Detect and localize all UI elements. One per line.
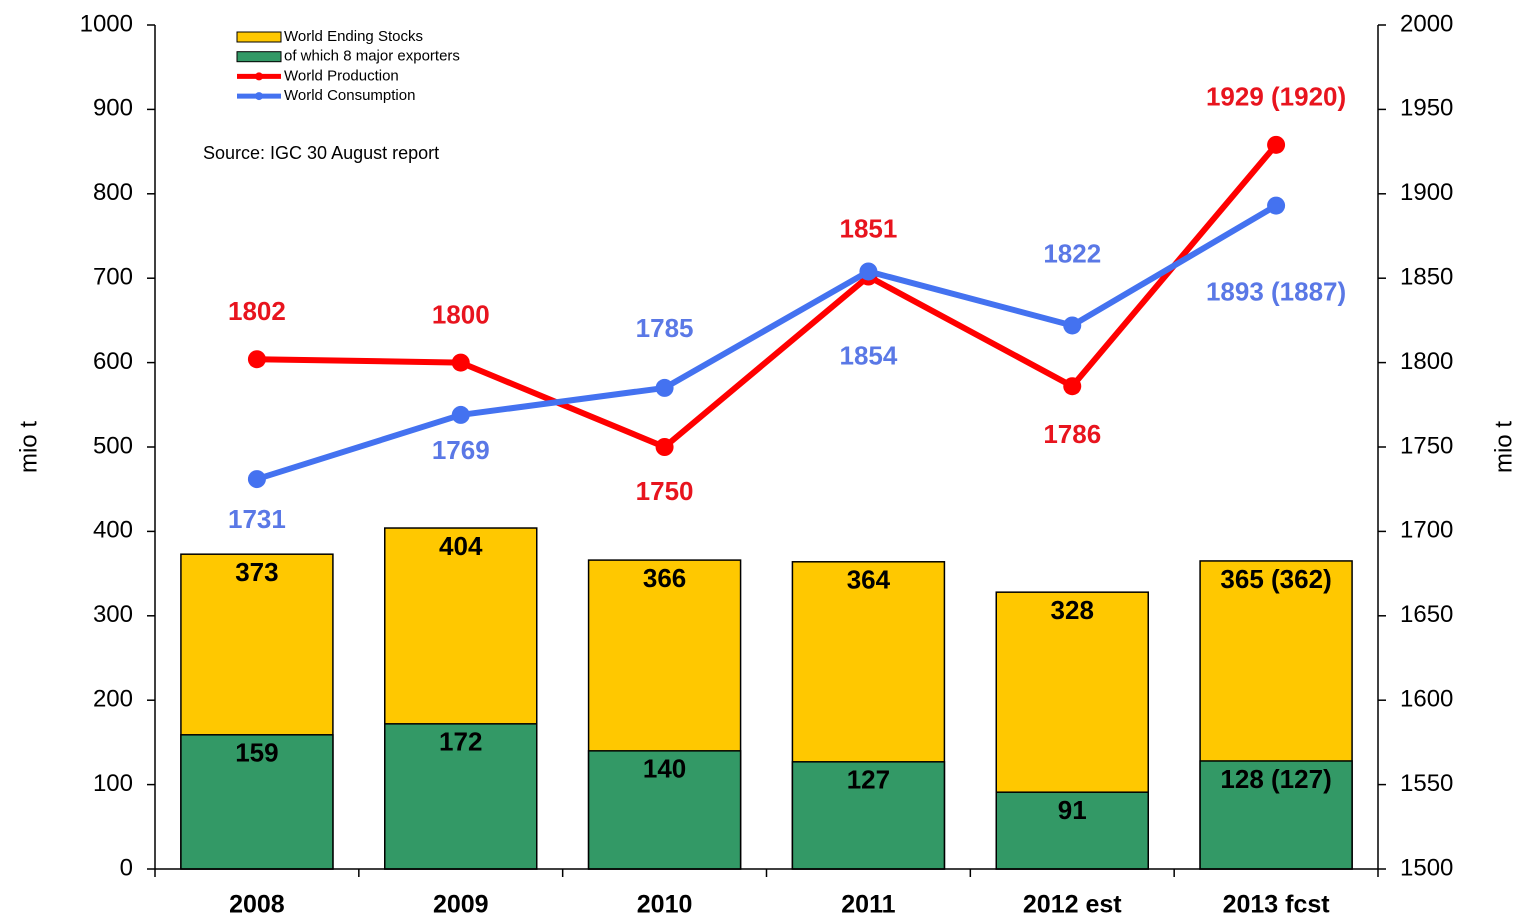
y2-tick-label: 2000 bbox=[1400, 10, 1453, 37]
y2-axis-label: mio t bbox=[1490, 421, 1517, 473]
value-label: 1786 bbox=[1043, 419, 1101, 449]
value-label: 159 bbox=[235, 738, 278, 768]
y-axis-label: mio t bbox=[15, 421, 42, 473]
legend-swatch bbox=[255, 72, 263, 81]
legend-label: of which 8 major exporters bbox=[284, 48, 460, 65]
bar bbox=[180, 734, 334, 870]
y-tick-label: 500 bbox=[93, 432, 133, 459]
value-label: 1800 bbox=[432, 299, 490, 329]
line-point bbox=[247, 350, 266, 369]
value-label: 1769 bbox=[432, 435, 490, 465]
y-tick-label: 0 bbox=[120, 854, 133, 881]
bar bbox=[384, 723, 538, 870]
y-tick-label: 400 bbox=[93, 517, 133, 544]
bar bbox=[995, 791, 1149, 870]
x-tick-label: 2010 bbox=[637, 891, 693, 919]
y2-tick-label: 1850 bbox=[1400, 264, 1453, 291]
y2-tick-label: 1500 bbox=[1400, 854, 1453, 881]
y-tick-label: 800 bbox=[93, 179, 133, 206]
line-point bbox=[1063, 377, 1082, 396]
annotation: Source: IGC 30 August report bbox=[203, 143, 439, 163]
line-point bbox=[655, 378, 674, 397]
line-point bbox=[1267, 135, 1286, 154]
legend-swatch bbox=[236, 31, 282, 43]
value-label: 1854 bbox=[839, 340, 897, 370]
value-label: 127 bbox=[847, 765, 890, 795]
value-label: 328 bbox=[1051, 595, 1094, 625]
y2-tick-label: 1700 bbox=[1400, 517, 1453, 544]
line-point bbox=[247, 470, 266, 489]
y-tick-label: 600 bbox=[93, 348, 133, 375]
line-point bbox=[655, 438, 674, 456]
x-tick-label: 2013 fcst bbox=[1223, 891, 1331, 919]
y-tick-label: 900 bbox=[93, 95, 133, 122]
bar bbox=[791, 761, 946, 870]
y2-tick-label: 1800 bbox=[1400, 348, 1453, 375]
value-label: 128 (127) bbox=[1220, 764, 1331, 794]
x-tick-label: 2011 bbox=[841, 891, 895, 919]
value-label: 1802 bbox=[228, 296, 286, 326]
x-tick-label: 2009 bbox=[433, 891, 489, 919]
value-label: 1893 (1887) bbox=[1206, 276, 1346, 306]
y-tick-label: 300 bbox=[93, 601, 133, 628]
bar bbox=[587, 750, 742, 870]
line bbox=[256, 142, 1279, 450]
value-label: 1929 (1920) bbox=[1206, 82, 1346, 112]
line-point bbox=[1267, 196, 1286, 215]
value-label: 91 bbox=[1058, 795, 1087, 825]
y-tick-label: 1000 bbox=[80, 10, 133, 37]
value-label: 1822 bbox=[1043, 238, 1101, 268]
legend-swatch bbox=[255, 92, 263, 101]
value-label: 365 (362) bbox=[1220, 564, 1331, 594]
y2-tick-label: 1650 bbox=[1400, 601, 1453, 628]
value-label: 1851 bbox=[839, 213, 897, 243]
value-label: 404 bbox=[439, 531, 483, 561]
value-label: 172 bbox=[439, 727, 482, 757]
line bbox=[256, 203, 1278, 482]
bar bbox=[1199, 760, 1353, 870]
legend-label: World Consumption bbox=[284, 87, 415, 104]
legend-label: World Ending Stocks bbox=[284, 28, 423, 45]
y2-tick-label: 1750 bbox=[1400, 432, 1453, 459]
value-label: 373 bbox=[235, 557, 278, 587]
value-label: 140 bbox=[643, 754, 686, 784]
y2-tick-label: 1600 bbox=[1400, 686, 1453, 713]
x-tick-label: 2008 bbox=[229, 891, 285, 919]
y2-tick-label: 1950 bbox=[1400, 95, 1453, 122]
line-point bbox=[451, 405, 470, 424]
y2-tick-label: 1550 bbox=[1400, 770, 1453, 797]
line-point bbox=[451, 353, 470, 372]
value-label: 366 bbox=[643, 563, 686, 593]
value-label: 364 bbox=[847, 565, 891, 595]
y-tick-label: 100 bbox=[93, 770, 133, 797]
y2-tick-label: 1900 bbox=[1400, 179, 1453, 206]
value-label: 1750 bbox=[636, 476, 694, 506]
line-point bbox=[859, 262, 878, 281]
x-tick-label: 2012 est bbox=[1023, 891, 1122, 919]
y-tick-label: 700 bbox=[93, 264, 133, 291]
legend-label: World Production bbox=[284, 67, 399, 84]
value-label: 1731 bbox=[228, 504, 286, 534]
legend-swatch bbox=[236, 51, 282, 63]
line-point bbox=[1063, 316, 1082, 335]
value-label: 1785 bbox=[636, 313, 694, 343]
y-tick-label: 200 bbox=[93, 686, 133, 713]
